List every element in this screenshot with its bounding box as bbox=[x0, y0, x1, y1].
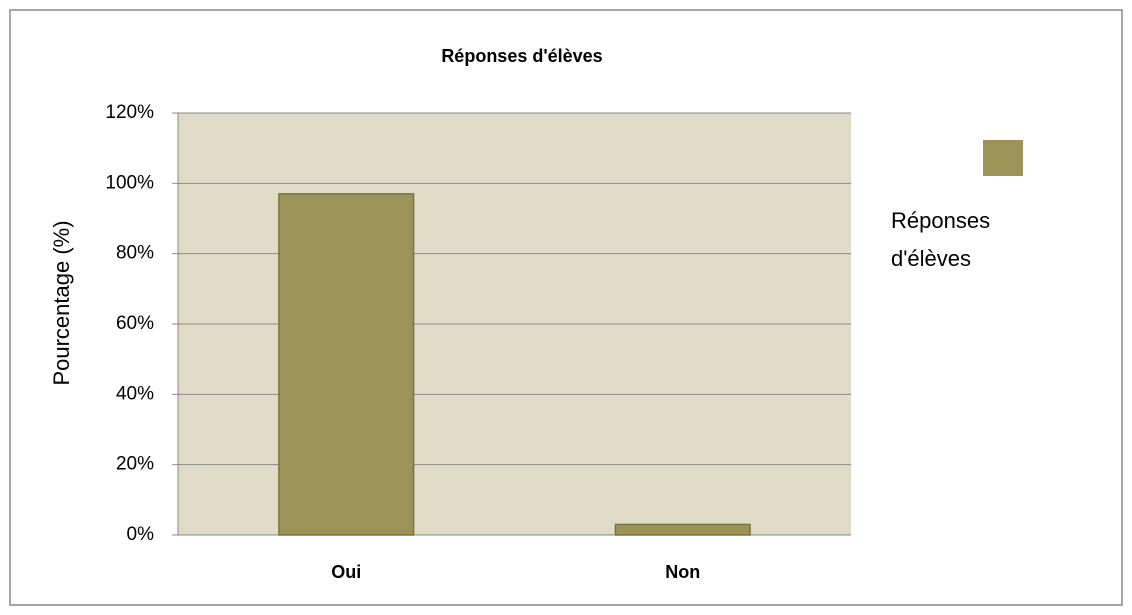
x-tick-label: Non bbox=[665, 562, 700, 582]
y-tick-label: 120% bbox=[105, 102, 154, 123]
legend-swatch bbox=[983, 140, 1023, 176]
y-tick-label: 20% bbox=[116, 454, 154, 475]
bar bbox=[278, 193, 415, 536]
y-tick-label: 80% bbox=[116, 243, 154, 264]
bar bbox=[614, 523, 751, 536]
y-tick-label: 100% bbox=[105, 172, 154, 193]
y-axis-label: Pourcentage (%) bbox=[49, 220, 74, 386]
y-tick-label: 0% bbox=[127, 524, 155, 545]
legend-label: Réponses d'élèves bbox=[891, 208, 991, 271]
x-tick-label: Oui bbox=[331, 562, 361, 582]
y-tick-label: 60% bbox=[116, 313, 154, 334]
y-tick-label: 40% bbox=[116, 383, 154, 404]
chart-title: Réponses d'élèves bbox=[441, 46, 602, 66]
